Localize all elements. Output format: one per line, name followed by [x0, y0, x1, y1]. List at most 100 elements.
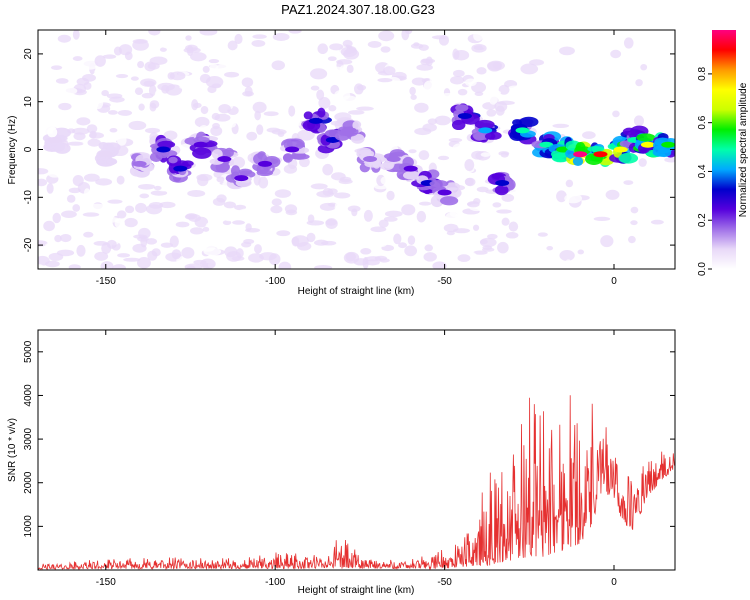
spectrogram-noise-blob	[187, 190, 206, 197]
spectrogram-ridge-peak	[173, 165, 188, 172]
spectrogram-ridge-blob	[657, 148, 672, 158]
colorbar-label: Normalized spectral amplitude	[738, 82, 749, 217]
spectrogram-ridge-peak	[593, 151, 608, 158]
spectrogram-ridge-blob	[519, 116, 539, 128]
spectrogram-noise-blob	[305, 253, 314, 262]
spectrogram-noise-blob	[223, 201, 236, 209]
spectrogram-noise-blob	[414, 224, 423, 237]
spectrogram-noise-blob	[251, 40, 266, 47]
spectrogram-noise-blob	[505, 231, 519, 239]
spectrogram-noise-blob	[271, 60, 286, 71]
spectrogram-ridge-peak	[539, 141, 554, 148]
spectrogram-noise-blob	[339, 176, 352, 183]
spectrogram-ridge-peak	[457, 113, 472, 120]
spectrogram-noise-blob	[101, 216, 120, 223]
spectrogram-noise-blob	[87, 138, 101, 147]
spectrogram-noise-blob	[274, 189, 292, 198]
spectrogram-ridge-blob	[510, 124, 520, 136]
spectrogram-x-label: Height of straight line (km)	[298, 286, 415, 297]
spectrogram-noise-blob	[151, 248, 161, 257]
spectrogram-noise-blob	[295, 198, 307, 209]
spectrogram-noise-blob	[455, 43, 465, 51]
spectrogram-noise-blob	[464, 78, 477, 87]
spectrogram-noise-blob	[124, 217, 138, 228]
spectrogram-noise-blob	[294, 43, 310, 53]
spectrogram-noise-blob	[45, 242, 56, 248]
spectrogram-ridge-peak	[495, 179, 510, 186]
spectrogram-ridge-blob	[192, 147, 212, 159]
spectrogram-noise-blob	[338, 162, 356, 174]
spectrogram-noise-blob	[139, 193, 150, 199]
spectrogram-noise-blob	[55, 78, 69, 84]
spectrogram-noise-blob	[94, 55, 106, 67]
spectrogram-noise-blob	[191, 99, 199, 111]
spectrogram-noise-blob	[112, 264, 126, 269]
spectrogram-noise-blob	[99, 168, 116, 178]
spectrogram-noise-blob	[261, 217, 272, 228]
spectrogram-noise-blob	[179, 91, 197, 97]
spectrogram-noise-blob	[116, 135, 127, 146]
spectrogram-noise-blob	[473, 30, 484, 42]
spectrogram-noise-blob	[50, 86, 62, 95]
spectrogram-noise-blob	[372, 89, 386, 96]
spectrogram-noise-blob	[565, 179, 574, 188]
spectrogram-ridge-blob	[474, 119, 495, 129]
spectrogram-ridge-blob	[473, 132, 485, 141]
snr-y-tick-label: 4000	[23, 384, 34, 407]
spectrogram-noise-blob	[317, 77, 336, 86]
spectrogram-noise-blob	[421, 58, 436, 64]
spectrogram-noise-blob	[212, 197, 226, 206]
spectrogram-noise-blob	[289, 173, 301, 180]
spectrogram-noise-blob	[194, 216, 209, 228]
spectrogram-noise-blob	[508, 221, 519, 232]
spectrogram-noise-blob	[408, 149, 417, 154]
spectrogram-noise-blob	[393, 233, 402, 245]
spectrogram-noise-blob	[496, 209, 512, 214]
spectrogram-ridge-blob	[49, 141, 66, 152]
spectrogram-noise-blob	[363, 209, 373, 222]
spectrogram-noise-blob	[54, 234, 62, 243]
figure-title: PAZ1.2024.307.18.00.G23	[281, 2, 435, 17]
spectrogram-noise-blob	[88, 203, 106, 210]
spectrogram-ridge-blob	[484, 132, 496, 140]
spectrogram-noise-blob	[252, 101, 267, 114]
spectrogram-noise-blob	[367, 41, 382, 48]
spectrogram-noise-blob	[130, 76, 139, 81]
spectrogram-noise-blob	[202, 65, 210, 73]
spectrogram-noise-blob	[424, 244, 434, 252]
spectrogram-noise-blob	[593, 216, 611, 222]
spectrogram-noise-blob	[378, 219, 389, 228]
spectrogram-noise-blob	[263, 111, 279, 117]
snr-x-tick-label: 0	[611, 577, 617, 588]
spectrogram-noise-blob	[464, 177, 476, 187]
spectrogram-noise-blob	[157, 82, 175, 91]
spectrogram-noise-blob	[185, 35, 192, 41]
spectrogram-ridge-blob	[364, 160, 382, 168]
spectrogram-noise-blob	[132, 251, 146, 257]
spectrogram-noise-blob	[226, 251, 242, 262]
spectrogram-ridge-blob	[440, 196, 459, 206]
spectrogram-noise-blob	[82, 212, 100, 217]
spectrogram-y-tick-label: -10	[23, 190, 34, 205]
spectrogram-noise-blob	[403, 42, 414, 54]
spectrogram-noise-blob	[248, 253, 264, 263]
spectrogram-noise-blob	[243, 239, 255, 245]
spectrogram-noise-blob	[314, 264, 333, 269]
spectrogram-ridge-peak	[132, 160, 147, 167]
spectrogram-noise-blob	[197, 174, 209, 187]
spectrogram-noise-blob	[57, 34, 72, 43]
colorbar-tick-label: 0.6	[697, 115, 708, 129]
spectrogram-noise-blob	[135, 202, 147, 214]
spectrogram-noise-blob	[205, 76, 224, 88]
spectrogram-noise-blob	[202, 226, 210, 232]
spectrogram-noise-blob	[148, 84, 157, 96]
spectrogram-noise-blob	[218, 104, 231, 114]
spectrogram-noise-blob	[184, 263, 203, 269]
snr-panel: -150 -100 -50 0 1000 2000 3000 4000 5000 Height…	[7, 329, 676, 596]
spectrogram-ridge-peak	[478, 127, 493, 134]
spectrogram-ridge-blob	[451, 119, 466, 131]
spectrogram-ridge-peak	[403, 165, 418, 172]
spectrogram-noise-blob	[47, 170, 63, 178]
spectrogram-noise-blob	[493, 49, 504, 60]
